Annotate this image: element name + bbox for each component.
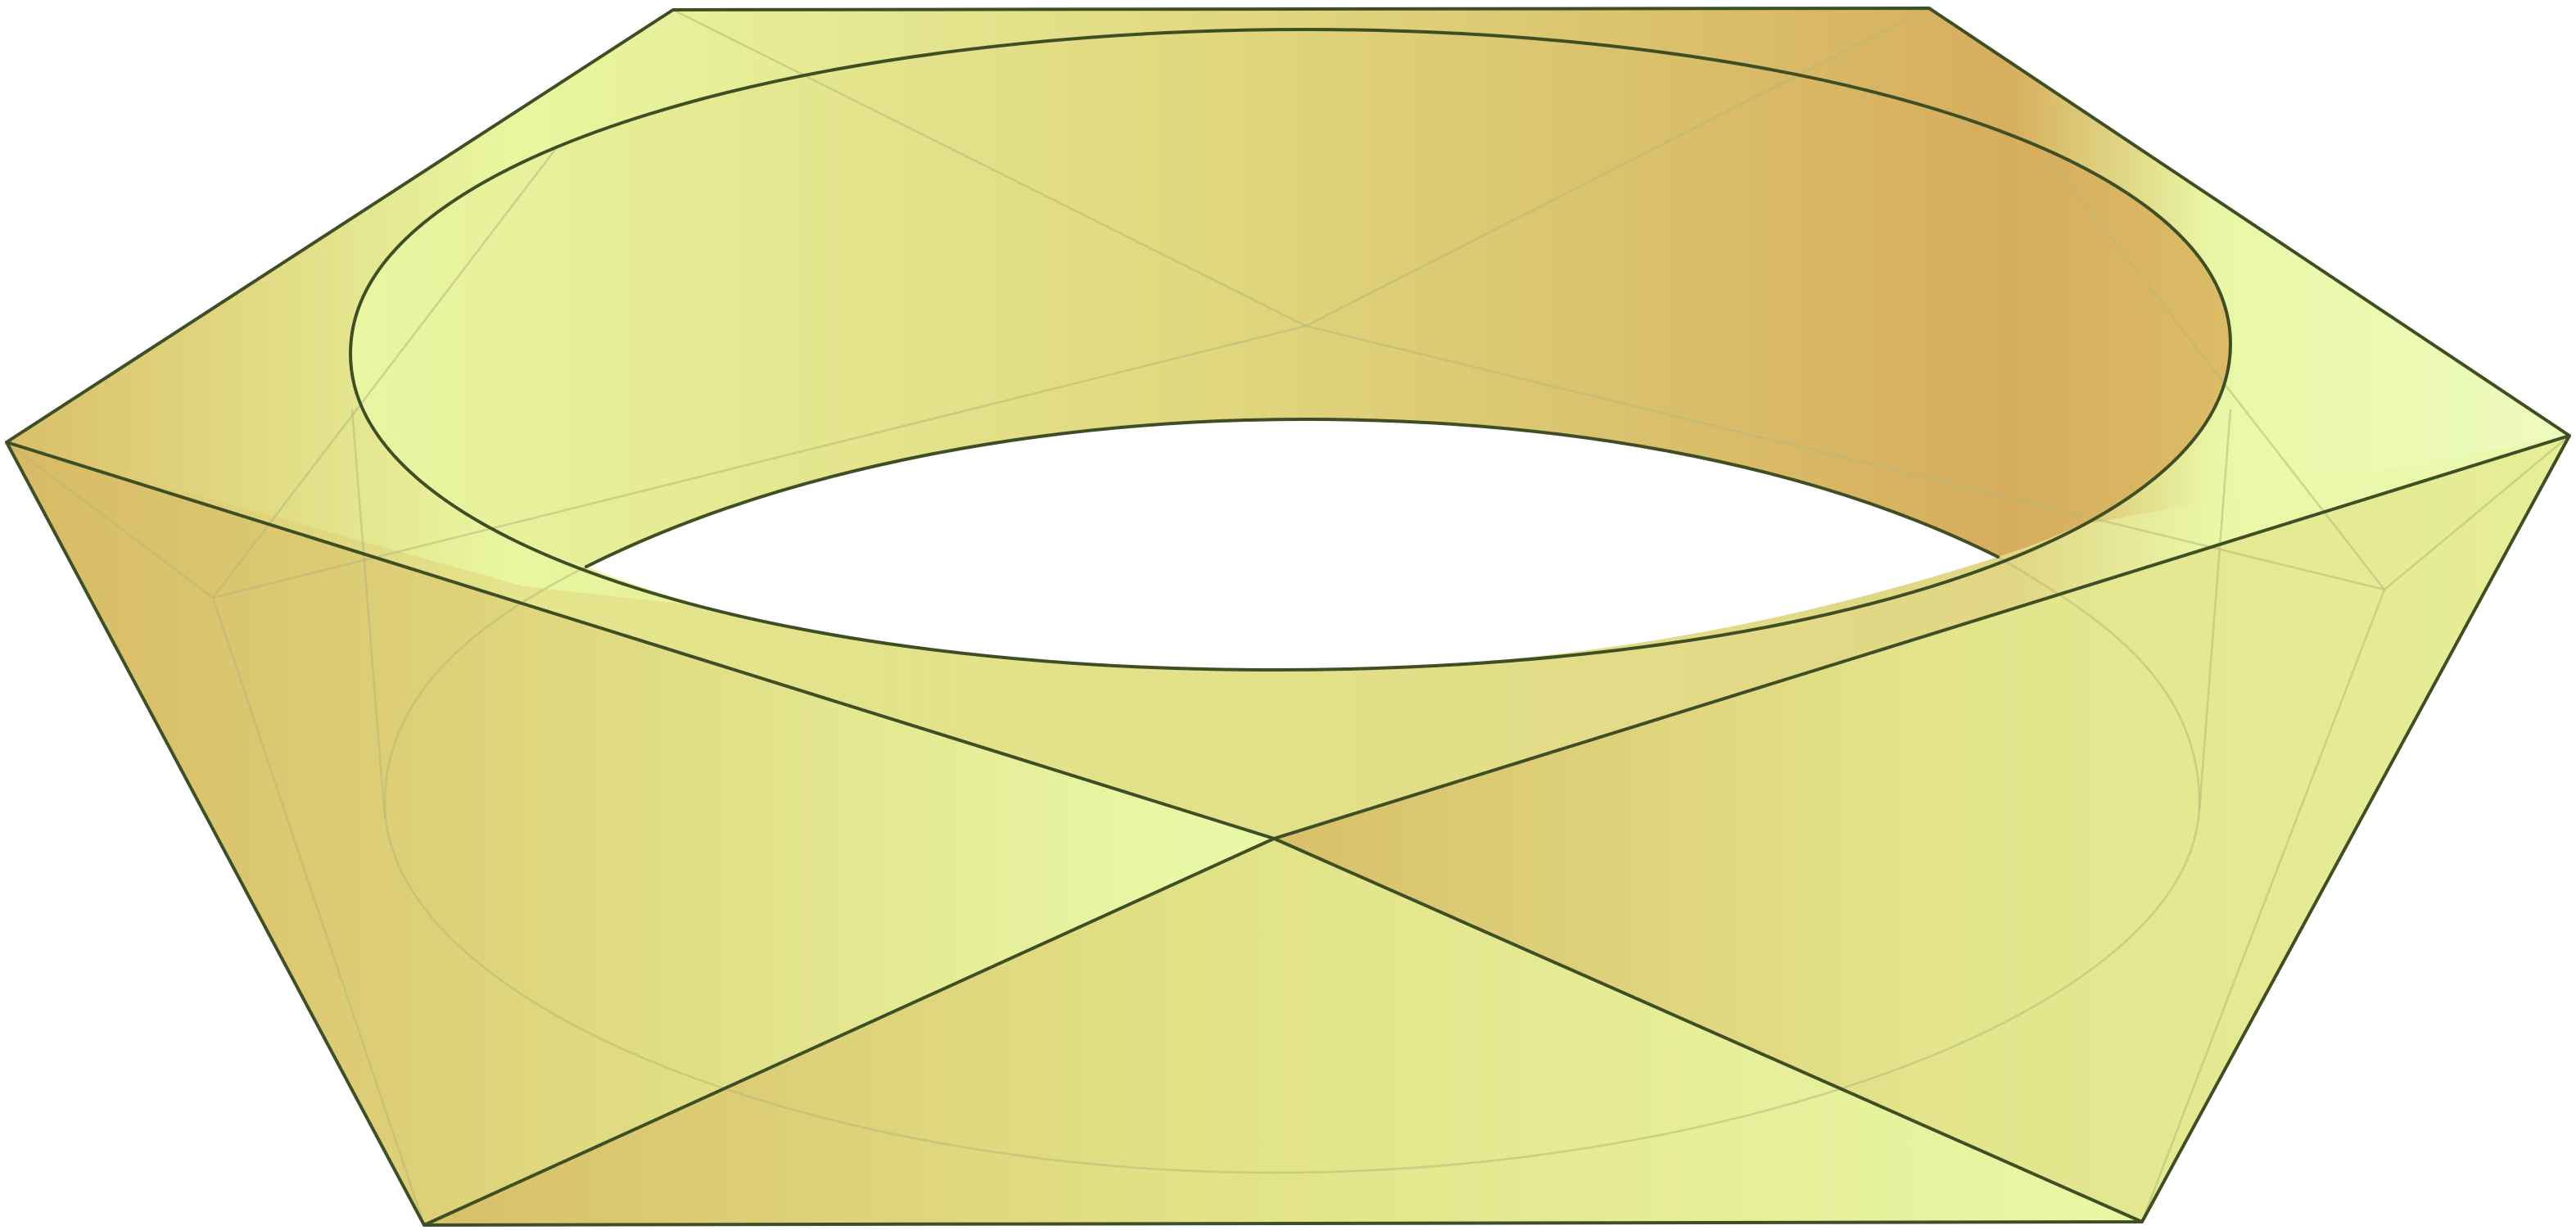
visible-edges: [5, 7, 2571, 1227]
ring-outer-ellipse: [349, 28, 2232, 672]
bottom-front-face: [424, 839, 2142, 1225]
ring-hole: [586, 419, 1998, 670]
bottom-x-edge: [423, 837, 2144, 1227]
hidden-edges: [6, 7, 2570, 1226]
middle-band: [7, 436, 2569, 839]
front-left-face: [7, 442, 1274, 1225]
inner-ring-wall: [350, 29, 2230, 567]
front-right-face: [1274, 436, 2569, 1222]
ring-inner-ellipse: [585, 418, 2000, 568]
